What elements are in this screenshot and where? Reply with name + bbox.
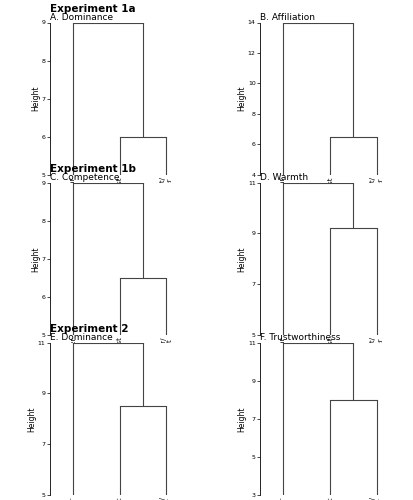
Text: E. Dominance: E. Dominance	[50, 333, 112, 342]
Y-axis label: Height: Height	[237, 406, 247, 431]
Y-axis label: Height: Height	[31, 86, 40, 112]
Text: Experiment 1b: Experiment 1b	[50, 164, 135, 173]
Y-axis label: Height: Height	[31, 246, 40, 272]
Y-axis label: Height: Height	[237, 246, 247, 272]
Text: Experiment 1a: Experiment 1a	[50, 4, 135, 14]
Text: F. Trustworthiness: F. Trustworthiness	[260, 333, 340, 342]
Y-axis label: Height: Height	[27, 406, 36, 431]
Text: A. Dominance: A. Dominance	[50, 12, 113, 22]
Text: B. Affiliation: B. Affiliation	[260, 12, 315, 22]
Text: D. Warmth: D. Warmth	[260, 173, 308, 182]
Y-axis label: Height: Height	[237, 86, 246, 112]
Text: Experiment 2: Experiment 2	[50, 324, 128, 334]
Text: C. Competence: C. Competence	[50, 173, 119, 182]
